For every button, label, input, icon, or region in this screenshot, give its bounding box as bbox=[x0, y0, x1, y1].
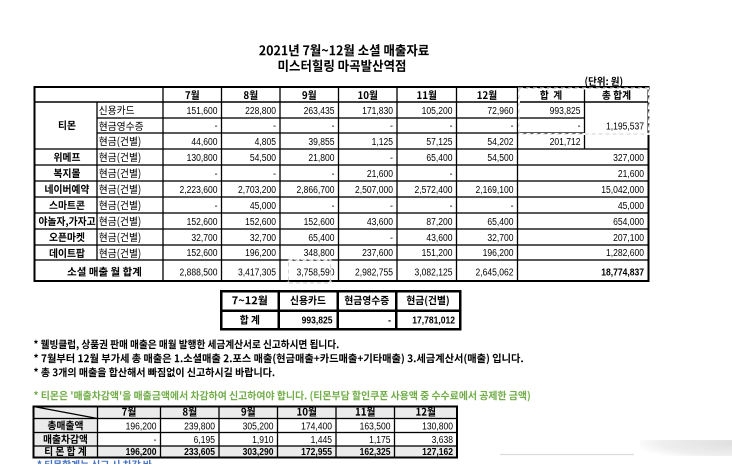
svg-text:2,169,100: 2,169,100 bbox=[475, 184, 513, 196]
svg-text:152,600: 152,600 bbox=[245, 216, 276, 228]
svg-text:239,800: 239,800 bbox=[184, 421, 215, 433]
svg-text:196,200: 196,200 bbox=[245, 247, 276, 259]
svg-text:152,600: 152,600 bbox=[304, 216, 335, 228]
svg-text:2,507,000: 2,507,000 bbox=[355, 184, 393, 196]
svg-text:151,600: 151,600 bbox=[187, 105, 218, 117]
svg-text:15,042,000: 15,042,000 bbox=[601, 184, 644, 196]
svg-text:127,162: 127,162 bbox=[422, 446, 453, 458]
svg-text:-: - bbox=[578, 120, 581, 132]
svg-text:54,500: 54,500 bbox=[487, 152, 513, 164]
svg-text:172,955: 172,955 bbox=[301, 446, 332, 458]
svg-text:196,200: 196,200 bbox=[126, 421, 157, 433]
svg-text:-: - bbox=[215, 120, 218, 132]
svg-text:163,500: 163,500 bbox=[360, 421, 391, 433]
svg-text:18,774,837: 18,774,837 bbox=[601, 267, 644, 279]
svg-text:1,282,600: 1,282,600 bbox=[606, 247, 644, 259]
svg-text:3,638: 3,638 bbox=[432, 434, 453, 446]
svg-text:-: - bbox=[154, 434, 157, 446]
svg-text:3,758,590: 3,758,590 bbox=[296, 267, 334, 279]
svg-text:2,866,700: 2,866,700 bbox=[296, 184, 334, 196]
svg-text:-: - bbox=[273, 168, 276, 180]
svg-text:-: - bbox=[332, 168, 335, 180]
svg-text:21,800: 21,800 bbox=[308, 152, 334, 164]
svg-text:-: - bbox=[390, 152, 393, 164]
svg-text:72,960: 72,960 bbox=[487, 105, 513, 117]
svg-text:21,600: 21,600 bbox=[618, 168, 644, 180]
svg-text:130,800: 130,800 bbox=[187, 152, 218, 164]
svg-text:993,825: 993,825 bbox=[550, 105, 581, 117]
svg-text:105,200: 105,200 bbox=[422, 105, 453, 117]
svg-text:39,855: 39,855 bbox=[308, 136, 334, 148]
svg-text:654,000: 654,000 bbox=[613, 216, 644, 228]
svg-text:2,703,200: 2,703,200 bbox=[238, 184, 276, 196]
svg-text:348,800: 348,800 bbox=[304, 247, 335, 259]
svg-text:6,195: 6,195 bbox=[194, 434, 215, 446]
svg-text:207,100: 207,100 bbox=[613, 232, 644, 244]
svg-text:87,200: 87,200 bbox=[426, 216, 452, 228]
svg-text:-: - bbox=[450, 200, 453, 212]
svg-text:32,700: 32,700 bbox=[487, 232, 513, 244]
svg-text:-: - bbox=[511, 200, 514, 212]
svg-text:3,082,125: 3,082,125 bbox=[414, 267, 452, 279]
svg-text:-: - bbox=[388, 315, 391, 327]
svg-text:32,700: 32,700 bbox=[191, 232, 217, 244]
svg-text:-: - bbox=[332, 120, 335, 132]
svg-text:228,800: 228,800 bbox=[245, 105, 276, 117]
svg-text:2,223,600: 2,223,600 bbox=[179, 184, 217, 196]
svg-text:54,202: 54,202 bbox=[487, 136, 513, 148]
svg-text:2,888,500: 2,888,500 bbox=[179, 267, 217, 279]
svg-text:43,600: 43,600 bbox=[367, 216, 393, 228]
svg-text:1,195,537: 1,195,537 bbox=[606, 121, 644, 133]
svg-text:-: - bbox=[450, 120, 453, 132]
svg-text:-: - bbox=[390, 200, 393, 212]
svg-text:-: - bbox=[390, 232, 393, 244]
svg-text:-: - bbox=[215, 168, 218, 180]
svg-text:237,600: 237,600 bbox=[362, 247, 393, 259]
svg-text:-: - bbox=[215, 200, 218, 212]
svg-text:152,600: 152,600 bbox=[187, 216, 218, 228]
svg-text:65,400: 65,400 bbox=[487, 216, 513, 228]
svg-text:65,400: 65,400 bbox=[426, 152, 452, 164]
svg-text:1,125: 1,125 bbox=[372, 136, 393, 148]
svg-text:2,572,400: 2,572,400 bbox=[414, 184, 452, 196]
svg-text:303,290: 303,290 bbox=[243, 446, 274, 458]
svg-text:-: - bbox=[332, 200, 335, 212]
svg-text:4,805: 4,805 bbox=[255, 136, 276, 148]
svg-text:43,600: 43,600 bbox=[426, 232, 452, 244]
svg-text:21,600: 21,600 bbox=[367, 168, 393, 180]
svg-text:263,435: 263,435 bbox=[304, 105, 335, 117]
svg-text:993,825: 993,825 bbox=[302, 315, 333, 327]
svg-text:-: - bbox=[511, 120, 514, 132]
svg-text:54,500: 54,500 bbox=[250, 152, 276, 164]
svg-text:45,000: 45,000 bbox=[250, 200, 276, 212]
svg-text:-: - bbox=[273, 120, 276, 132]
svg-text:-: - bbox=[390, 120, 393, 132]
svg-text:196,200: 196,200 bbox=[126, 446, 157, 458]
svg-text:201,712: 201,712 bbox=[550, 136, 581, 148]
svg-text:45,000: 45,000 bbox=[618, 200, 644, 212]
svg-text:305,200: 305,200 bbox=[243, 421, 274, 433]
svg-text:32,700: 32,700 bbox=[250, 232, 276, 244]
svg-text:174,400: 174,400 bbox=[301, 421, 332, 433]
svg-text:327,000: 327,000 bbox=[613, 152, 644, 164]
svg-text:152,600: 152,600 bbox=[187, 247, 218, 259]
svg-text:-: - bbox=[450, 168, 453, 180]
svg-text:1,445: 1,445 bbox=[311, 434, 332, 446]
svg-text:130,800: 130,800 bbox=[422, 421, 453, 433]
svg-text:171,830: 171,830 bbox=[362, 105, 393, 117]
svg-text:1,175: 1,175 bbox=[369, 434, 390, 446]
svg-text:196,200: 196,200 bbox=[483, 247, 514, 259]
svg-text:44,600: 44,600 bbox=[191, 136, 217, 148]
svg-text:2,982,755: 2,982,755 bbox=[355, 267, 393, 279]
svg-text:151,200: 151,200 bbox=[422, 247, 453, 259]
svg-text:1,910: 1,910 bbox=[252, 434, 273, 446]
svg-text:162,325: 162,325 bbox=[360, 446, 391, 458]
svg-text:65,400: 65,400 bbox=[308, 232, 334, 244]
svg-text:2,645,062: 2,645,062 bbox=[475, 267, 513, 279]
svg-text:17,781,012: 17,781,012 bbox=[412, 315, 455, 327]
svg-text:57,125: 57,125 bbox=[426, 136, 452, 148]
svg-text:3,417,305: 3,417,305 bbox=[238, 267, 276, 279]
svg-text:233,605: 233,605 bbox=[184, 446, 215, 458]
